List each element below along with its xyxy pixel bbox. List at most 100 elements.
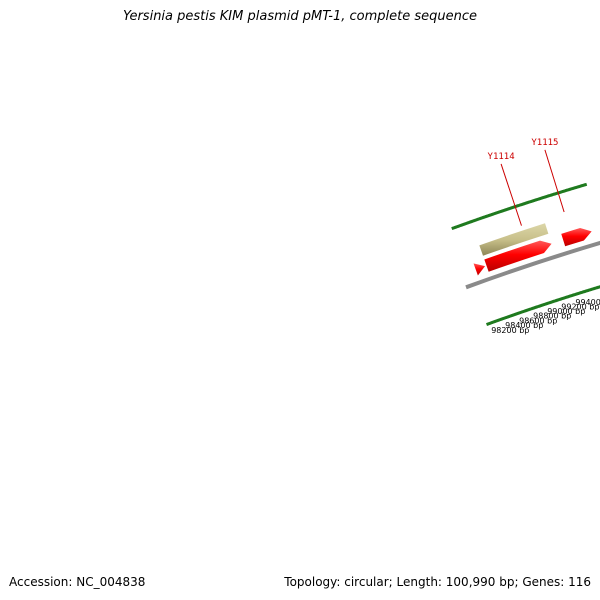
minor-tick-inner	[523, 309, 527, 313]
minor-tick-outer	[575, 185, 579, 189]
minor-tick-inner	[577, 291, 581, 295]
minor-tick-inner	[525, 308, 529, 313]
minor-tick-outer	[501, 209, 505, 213]
minor-tick-inner	[583, 289, 587, 294]
minor-tick-outer	[567, 187, 571, 192]
minor-tick-inner	[504, 315, 508, 320]
minor-tick-inner	[543, 302, 547, 306]
minor-tick-outer	[578, 184, 582, 189]
minor-tick-inner	[586, 288, 590, 293]
minor-tick-inner	[508, 314, 512, 318]
minor-tick-inner	[569, 294, 572, 298]
minor-tick-outer	[573, 185, 577, 190]
minor-tick-inner	[497, 318, 501, 322]
minor-tick-inner	[528, 307, 532, 312]
minor-tick-outer	[477, 217, 481, 221]
minor-tick-inner	[505, 315, 509, 319]
minor-tick-inner	[542, 302, 546, 307]
minor-tick-inner	[522, 309, 526, 314]
minor-tick-inner	[514, 312, 517, 316]
minor-tick-inner	[491, 320, 495, 324]
minor-tick-inner	[559, 297, 563, 301]
gene-label: Y1115	[531, 138, 558, 148]
minor-tick-outer	[471, 219, 475, 223]
gene-arrow-preceding	[473, 263, 486, 276]
minor-tick-outer	[498, 210, 502, 214]
minor-tick-inner	[500, 317, 503, 321]
sequence-backbone	[465, 240, 600, 290]
minor-tick-outer	[452, 226, 456, 230]
minor-tick-inner	[567, 294, 571, 299]
minor-tick-inner	[576, 291, 580, 296]
minor-tick-outer	[559, 190, 562, 194]
minor-tick-inner	[596, 285, 599, 290]
inner-tick-track	[485, 285, 600, 326]
minor-tick-inner	[545, 301, 548, 306]
minor-tick-inner	[509, 313, 513, 318]
backbone-line	[465, 240, 600, 290]
minor-tick-inner	[587, 288, 591, 292]
minor-tick-outer	[516, 204, 519, 208]
minor-tick-inner	[584, 289, 588, 293]
minor-tick-outer	[536, 197, 540, 201]
minor-tick-outer	[535, 197, 539, 202]
gene-label-layer: Y1114 Y1115	[488, 138, 565, 226]
minor-tick-outer	[548, 193, 552, 198]
minor-tick-outer	[451, 226, 455, 231]
minor-tick-inner	[566, 295, 570, 299]
minor-tick-outer	[550, 193, 553, 197]
minor-tick-outer	[533, 198, 537, 202]
minor-tick-outer	[485, 214, 488, 219]
minor-tick-inner	[490, 320, 494, 325]
minor-tick-inner	[535, 305, 539, 309]
minor-tick-outer	[524, 201, 528, 205]
minor-tick-outer	[581, 183, 585, 188]
minor-tick-inner	[526, 308, 530, 312]
minor-tick-inner	[498, 317, 502, 322]
minor-tick-outer	[545, 194, 549, 199]
minor-tick-inner	[518, 311, 522, 315]
minor-tick-outer	[521, 202, 525, 206]
minor-tick-inner	[530, 306, 534, 311]
minor-tick-inner	[515, 312, 519, 316]
minor-tick-outer	[499, 209, 503, 214]
minor-tick-outer	[538, 196, 542, 201]
minor-tick-outer	[482, 215, 485, 220]
map-title: Yersinia pestis KIM plasmid pMT-1, compl…	[122, 9, 478, 24]
minor-tick-outer	[553, 192, 556, 196]
minor-tick-outer	[526, 200, 530, 205]
scale-label: 98800 bp	[533, 312, 571, 321]
accession-label: Accession: NC_004838	[9, 575, 146, 589]
gene-label-leader	[500, 163, 522, 226]
minor-tick-inner	[593, 286, 597, 291]
minor-tick-inner	[556, 298, 560, 302]
minor-tick-outer	[542, 195, 546, 200]
minor-tick-outer	[496, 210, 500, 215]
minor-tick-outer	[462, 222, 466, 226]
minor-tick-outer	[569, 187, 573, 191]
minor-tick-outer	[517, 203, 521, 208]
minor-tick-outer	[473, 218, 477, 223]
minor-tick-inner	[485, 322, 489, 326]
sequence-info-label: Topology: circular; Length: 100,990 bp; …	[284, 575, 591, 589]
minor-tick-inner	[536, 304, 540, 309]
minor-tick-outer	[465, 221, 469, 225]
minor-tick-outer	[508, 206, 512, 211]
minor-tick-outer	[493, 211, 497, 216]
minor-tick-outer	[489, 213, 493, 217]
minor-tick-outer	[461, 222, 465, 227]
minor-tick-inner	[571, 293, 575, 297]
minor-tick-inner	[597, 285, 600, 289]
minor-tick-inner	[516, 311, 520, 316]
minor-tick-outer	[467, 220, 471, 225]
scale-label: 99200 bp	[561, 303, 599, 312]
minor-tick-outer	[532, 198, 536, 203]
minor-tick-outer	[486, 214, 490, 218]
minor-tick-outer	[557, 190, 561, 195]
minor-tick-outer	[556, 191, 559, 195]
minor-tick-outer	[455, 224, 459, 229]
minor-tick-inner	[539, 303, 543, 308]
minor-tick-inner	[553, 299, 557, 303]
minor-tick-outer	[554, 191, 558, 196]
